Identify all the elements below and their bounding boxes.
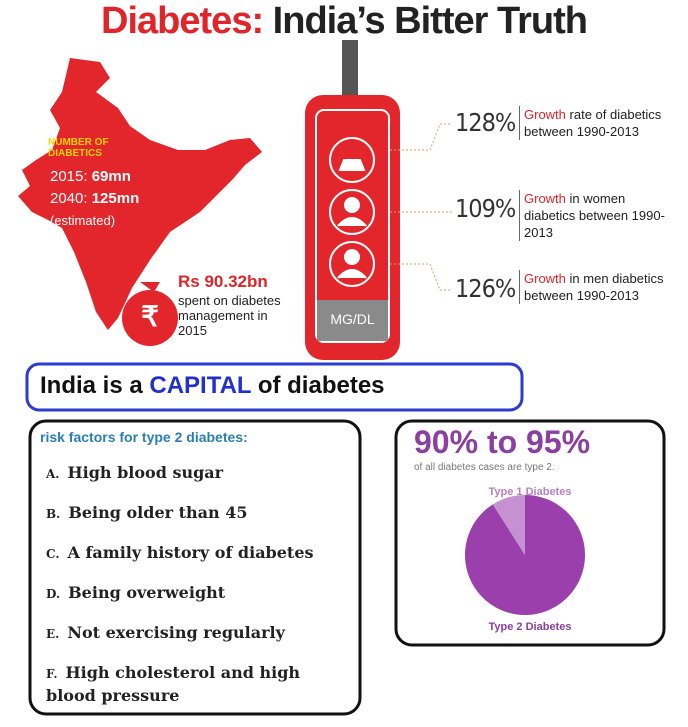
map-heading: NUMBER OF DIABETICS: [48, 137, 109, 159]
stat-desc: rate of diabetics between 1990-2013: [524, 107, 662, 139]
map-note: (estimated): [50, 213, 116, 228]
title-part: Diabetes:: [101, 0, 264, 42]
banner: India is a CAPITAL of diabetes: [40, 372, 385, 400]
stat-highlight: Growth: [524, 271, 566, 286]
banner-text: of diabetes: [257, 372, 385, 399]
pie-slice: [492, 495, 525, 555]
risk-item: F. High cholesterol and high blood pressu…: [46, 662, 346, 707]
title: Diabetes: India’s Bitter Truth: [0, 0, 688, 43]
stat-value: 109%: [455, 194, 516, 223]
risk-item: C. A family history of diabetes: [46, 542, 346, 565]
stat-highlight: Growth: [524, 107, 566, 122]
risk-letter: B.: [46, 507, 61, 521]
meter-label: MG/DL: [330, 311, 375, 327]
risk-text: Not exercising regularly: [67, 623, 285, 642]
types-box: [394, 419, 666, 647]
map-row: 2015: 69mn: [50, 166, 139, 188]
risk-item: B. Being older than 45: [46, 502, 346, 525]
risk-box: [28, 419, 362, 716]
stat-text: Growth in men diabetics between 1990-201…: [519, 270, 674, 304]
risk-heading: risk factors for type 2 diabetes:: [40, 429, 248, 445]
stat-value: 126%: [455, 274, 516, 303]
types-subtitle: of all diabetes cases are type 2.: [414, 462, 555, 473]
meter-footer: [317, 300, 388, 341]
pie-slice: [465, 495, 586, 615]
pie-label: Type 1 Diabetes: [488, 486, 572, 498]
risk-text: High cholesterol and high blood pressure: [46, 663, 301, 705]
spending-text: spent on diabetes management in 2015: [178, 293, 281, 338]
title-part: India’s Bitter Truth: [272, 0, 588, 42]
risk-item: E. Not exercising regularly: [46, 622, 346, 645]
map-row: 2040: 125mn: [50, 188, 139, 210]
risk-letter: C.: [46, 547, 60, 561]
risk-item: D. Being overweight: [46, 582, 346, 605]
risk-letter: F.: [46, 667, 58, 681]
spending-amount: Rs 90.32bn: [178, 272, 268, 291]
stat-text: Growth rate of diabetics between 1990-20…: [519, 106, 674, 140]
risk-text: Being older than 45: [68, 503, 248, 522]
risk-letter: D.: [46, 587, 61, 601]
year: 2015:: [50, 168, 88, 185]
stat-desc: in men diabetics between 1990-2013: [524, 271, 664, 303]
types-headline: 90% to 95%: [414, 424, 591, 460]
banner-box: [25, 362, 524, 412]
connector-lines: [390, 123, 452, 291]
money-bag: [122, 282, 178, 346]
stat-value: 128%: [455, 108, 516, 137]
pie-chart: [465, 495, 586, 615]
stat-text: Growth in women diabetics between 1990-2…: [519, 190, 674, 241]
stat-highlight: Growth: [524, 191, 566, 206]
stat-desc: in women diabetics between 1990-2013: [524, 191, 665, 240]
risk-letter: A.: [46, 467, 60, 481]
meter-screen: [315, 109, 390, 343]
risk-item: A. High blood sugar: [46, 462, 346, 485]
count: 125mn: [91, 190, 140, 207]
risk-text: A family history of diabetes: [67, 543, 314, 562]
risk-letter: E.: [46, 627, 60, 641]
banner-highlight: CAPITAL: [149, 372, 252, 399]
rupee-symbol: ₹: [141, 301, 159, 332]
year: 2040:: [50, 190, 88, 207]
meter-icons: [329, 137, 375, 287]
banner-text: India is a: [40, 372, 143, 399]
risk-text: Being overweight: [68, 583, 226, 602]
count: 69mn: [91, 168, 131, 185]
map-rows: 2015: 69mn 2040: 125mn (estimated): [50, 166, 139, 232]
india-map: [18, 58, 262, 330]
risk-text: High blood sugar: [67, 463, 224, 482]
meter-knob: [342, 40, 358, 100]
pie-label: Type 2 Diabetes: [488, 621, 572, 633]
